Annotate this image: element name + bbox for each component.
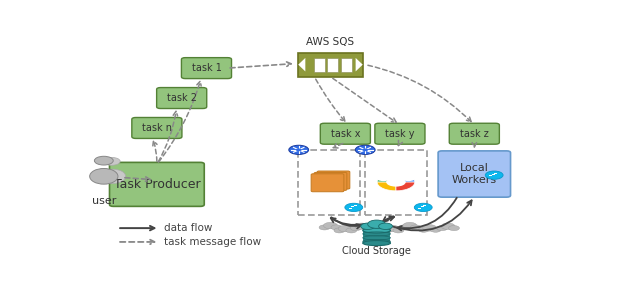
Wedge shape: [396, 173, 415, 182]
Text: task n: task n: [142, 123, 172, 133]
Circle shape: [376, 174, 392, 181]
FancyBboxPatch shape: [311, 174, 344, 192]
Circle shape: [430, 227, 441, 232]
Circle shape: [386, 178, 406, 187]
Bar: [314, 58, 324, 72]
Circle shape: [393, 228, 404, 233]
Wedge shape: [377, 173, 396, 182]
FancyBboxPatch shape: [320, 123, 371, 144]
Bar: [423, 205, 426, 206]
Circle shape: [385, 170, 407, 181]
Ellipse shape: [90, 169, 118, 184]
Ellipse shape: [363, 228, 390, 233]
Circle shape: [419, 227, 429, 232]
Circle shape: [94, 156, 113, 165]
Bar: [420, 207, 424, 208]
Circle shape: [103, 158, 120, 165]
Circle shape: [355, 223, 369, 230]
FancyBboxPatch shape: [375, 123, 425, 144]
Circle shape: [346, 228, 356, 233]
Polygon shape: [356, 58, 363, 71]
Wedge shape: [396, 182, 415, 191]
Circle shape: [355, 145, 375, 155]
FancyBboxPatch shape: [314, 173, 347, 190]
Text: task message flow: task message flow: [164, 237, 262, 247]
Circle shape: [361, 223, 374, 230]
Bar: [349, 208, 352, 209]
Circle shape: [385, 225, 399, 232]
Circle shape: [379, 223, 392, 230]
Circle shape: [449, 225, 460, 231]
Ellipse shape: [363, 241, 390, 245]
Text: Local
Workers: Local Workers: [452, 163, 497, 185]
Text: task z: task z: [460, 129, 489, 139]
Circle shape: [401, 174, 416, 181]
FancyBboxPatch shape: [181, 58, 232, 79]
FancyBboxPatch shape: [132, 118, 182, 138]
Circle shape: [334, 228, 345, 233]
Wedge shape: [377, 182, 396, 191]
Circle shape: [367, 220, 385, 228]
Ellipse shape: [100, 169, 125, 184]
Circle shape: [362, 225, 373, 231]
Text: AWS SQS: AWS SQS: [307, 37, 355, 47]
Bar: [298, 53, 363, 77]
Circle shape: [414, 203, 432, 212]
Circle shape: [319, 225, 330, 230]
Bar: [492, 174, 495, 175]
Circle shape: [410, 225, 421, 230]
Circle shape: [345, 203, 363, 212]
Circle shape: [350, 225, 361, 231]
Circle shape: [441, 223, 455, 230]
Bar: [340, 58, 352, 72]
Circle shape: [399, 225, 410, 230]
Bar: [419, 208, 421, 209]
Bar: [351, 207, 355, 208]
Text: user: user: [92, 196, 116, 206]
Text: task y: task y: [385, 129, 415, 139]
Bar: [298, 150, 360, 216]
Circle shape: [296, 149, 301, 151]
Circle shape: [403, 222, 417, 229]
Bar: [327, 58, 338, 72]
Text: task 2: task 2: [166, 93, 196, 103]
FancyBboxPatch shape: [449, 123, 499, 144]
FancyBboxPatch shape: [438, 151, 511, 197]
Text: data flow: data flow: [164, 223, 212, 233]
Circle shape: [331, 225, 342, 230]
Text: task 1: task 1: [191, 63, 221, 73]
Text: task x: task x: [331, 129, 360, 139]
Bar: [365, 150, 428, 216]
Text: Cloud Storage: Cloud Storage: [342, 246, 411, 256]
Circle shape: [289, 145, 308, 155]
Bar: [354, 205, 356, 206]
Circle shape: [324, 222, 337, 229]
Circle shape: [423, 225, 436, 231]
Bar: [494, 173, 497, 174]
Circle shape: [339, 225, 352, 232]
Circle shape: [362, 149, 368, 151]
FancyBboxPatch shape: [363, 231, 390, 243]
Circle shape: [485, 171, 503, 179]
Circle shape: [381, 228, 392, 233]
FancyBboxPatch shape: [317, 171, 350, 189]
FancyBboxPatch shape: [109, 162, 204, 206]
Text: Task Producer: Task Producer: [113, 178, 200, 191]
Polygon shape: [298, 58, 305, 71]
FancyBboxPatch shape: [157, 88, 207, 109]
Circle shape: [436, 225, 447, 231]
